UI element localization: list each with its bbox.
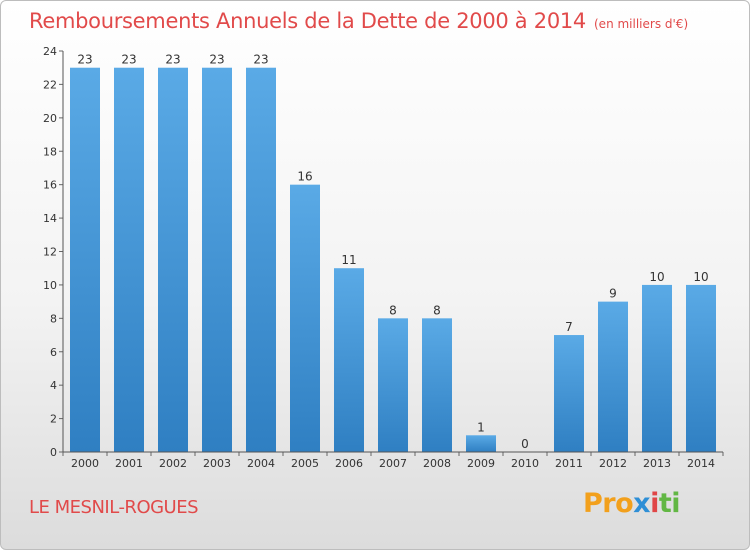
x-tick-label: 2004: [247, 457, 275, 470]
logo-part: Pro: [583, 488, 634, 519]
bar-2006: [334, 268, 364, 452]
data-label-2008: 8: [433, 303, 441, 317]
x-tick-label: 2006: [335, 457, 363, 470]
commune-name: LE MESNIL-ROGUES: [29, 497, 199, 518]
chart-unit: (en milliers d'€): [594, 17, 689, 31]
logo-part: i: [650, 488, 659, 519]
y-tick-label: 24: [43, 45, 57, 58]
logo-part: x: [633, 488, 651, 519]
x-tick-label: 2007: [379, 457, 407, 470]
bar-2014: [686, 284, 716, 452]
x-tick-label: 2013: [643, 457, 671, 470]
bar-2007: [378, 318, 408, 452]
data-label-2010: 0: [521, 437, 529, 451]
x-tick-label: 2011: [555, 457, 583, 470]
y-tick-label: 4: [50, 379, 57, 392]
y-tick-label: 6: [50, 346, 57, 359]
bar-2004: [246, 67, 276, 452]
y-tick-label: 14: [43, 212, 57, 225]
x-tick-label: 2000: [71, 457, 99, 470]
data-label-2004: 23: [253, 53, 268, 67]
y-tick-label: 0: [50, 446, 57, 459]
data-label-2007: 8: [389, 303, 397, 317]
data-label-2001: 23: [121, 53, 136, 67]
y-tick-label: 16: [43, 179, 57, 192]
y-tick-label: 10: [43, 279, 57, 292]
bar-2009: [466, 435, 496, 452]
y-tick-label: 18: [43, 145, 57, 158]
x-tick-label: 2012: [599, 457, 627, 470]
data-label-2005: 16: [297, 170, 312, 184]
bar-2002: [158, 67, 188, 452]
logo-part: ti: [658, 488, 681, 519]
data-label-2011: 7: [565, 320, 573, 334]
data-label-2014: 10: [693, 270, 708, 284]
y-tick-label: 12: [43, 246, 57, 259]
data-label-2006: 11: [341, 253, 356, 267]
data-label-2013: 10: [649, 270, 664, 284]
bar-2005: [290, 184, 320, 452]
x-tick-label: 2009: [467, 457, 495, 470]
bar-2000: [70, 67, 100, 452]
bar-2008: [422, 318, 452, 452]
y-tick-label: 2: [50, 413, 57, 426]
x-tick-label: 2005: [291, 457, 319, 470]
y-tick-label: 8: [50, 312, 57, 325]
data-label-2002: 23: [165, 53, 180, 67]
proxiti-logo: Proxiti: [583, 488, 681, 519]
x-tick-label: 2008: [423, 457, 451, 470]
bar-2001: [114, 67, 144, 452]
bar-2003: [202, 67, 232, 452]
x-tick-label: 2001: [115, 457, 143, 470]
data-label-2012: 9: [609, 287, 617, 301]
y-tick-label: 22: [43, 78, 57, 91]
x-tick-label: 2010: [511, 457, 539, 470]
data-label-2003: 23: [209, 53, 224, 67]
bar-2012: [598, 301, 628, 452]
x-tick-label: 2002: [159, 457, 187, 470]
x-tick-label: 2003: [203, 457, 231, 470]
x-tick-label: 2014: [687, 457, 715, 470]
y-tick-label: 20: [43, 112, 57, 125]
bar-2013: [642, 284, 672, 452]
bar-2011: [554, 335, 584, 452]
data-label-2000: 23: [77, 53, 92, 67]
chart-title-text: Remboursements Annuels de la Dette de 20…: [29, 9, 586, 33]
data-label-2009: 1: [477, 420, 485, 434]
chart-title: Remboursements Annuels de la Dette de 20…: [29, 9, 688, 33]
